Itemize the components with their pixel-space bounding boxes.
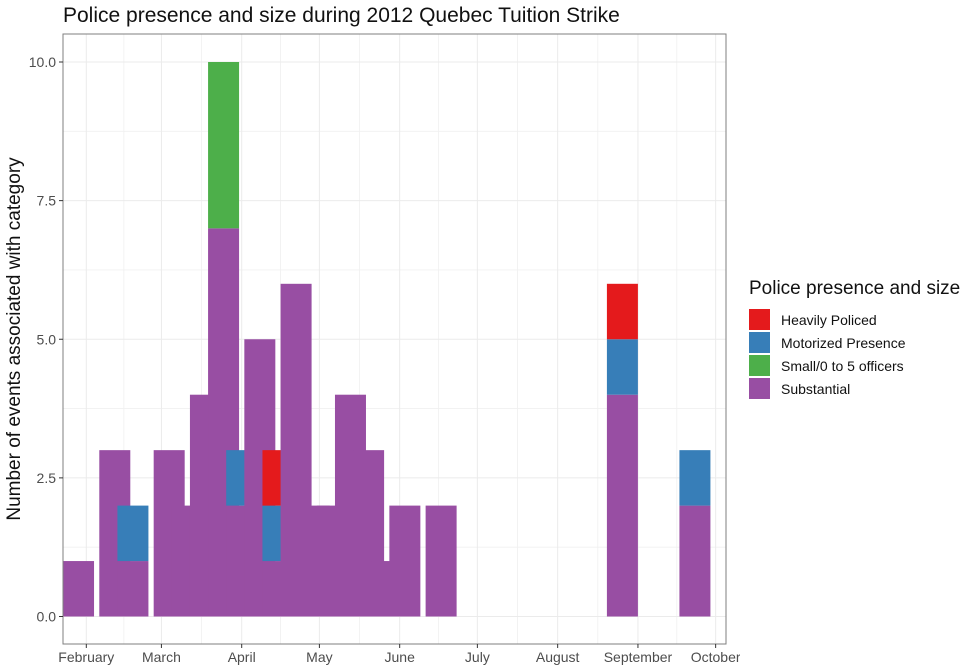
legend-item-substantial: Substantial (749, 377, 960, 400)
legend-label: Motorized Presence (781, 334, 906, 351)
legend-item-heavily-policed: Heavily Policed (749, 308, 960, 331)
y-tick-label: 10.0 (29, 54, 56, 70)
legend: Police presence and size Heavily Policed… (749, 278, 960, 400)
bar-substantial (389, 505, 421, 617)
bar-motorized-presence (679, 450, 711, 506)
bar-small-0-to-5-officers (208, 62, 240, 229)
bar-substantial (425, 505, 457, 617)
legend-key-substantial (749, 378, 770, 399)
legend-title: Police presence and size (749, 278, 960, 299)
legend-key-heavily-policed (749, 309, 770, 330)
y-tick-label: 7.5 (37, 193, 57, 209)
plot-area: 0.0 2.5 5.0 7.5 10.0 February March April May Jun… (29, 33, 740, 665)
x-tick-label: October (691, 649, 740, 665)
legend-item-motorized-presence: Motorized Presence (749, 331, 960, 354)
chart-title: Police presence and size during 2012 Que… (63, 4, 620, 27)
bar-motorized-presence (117, 505, 149, 562)
x-tick-label: August (536, 649, 580, 665)
bar-substantial (117, 561, 149, 617)
y-tick-label: 2.5 (37, 470, 57, 486)
bar-heavily-policed (606, 283, 638, 340)
legend-key-small-officers (749, 355, 770, 376)
x-tick-label: September (604, 649, 673, 665)
x-tick-label: February (58, 649, 114, 665)
legend-key-motorized-presence (749, 332, 770, 353)
legend-label: Small/0 to 5 officers (781, 357, 904, 374)
x-tick-label: July (465, 649, 490, 665)
x-tick-label: June (385, 649, 416, 665)
legend-label: Substantial (781, 380, 851, 397)
legend-item-small-officers: Small/0 to 5 officers (749, 354, 960, 377)
bar-substantial (606, 394, 638, 617)
y-tick-label: 0.0 (37, 609, 57, 625)
legend-label: Heavily Policed (781, 311, 877, 328)
x-tick-label: April (228, 649, 256, 665)
bar-substantial (679, 505, 711, 617)
bar-substantial (63, 561, 95, 617)
y-tick-label: 5.0 (37, 331, 57, 347)
bar-motorized-presence (606, 339, 638, 395)
x-tick-label: May (306, 649, 332, 665)
x-tick-label: March (142, 649, 181, 665)
